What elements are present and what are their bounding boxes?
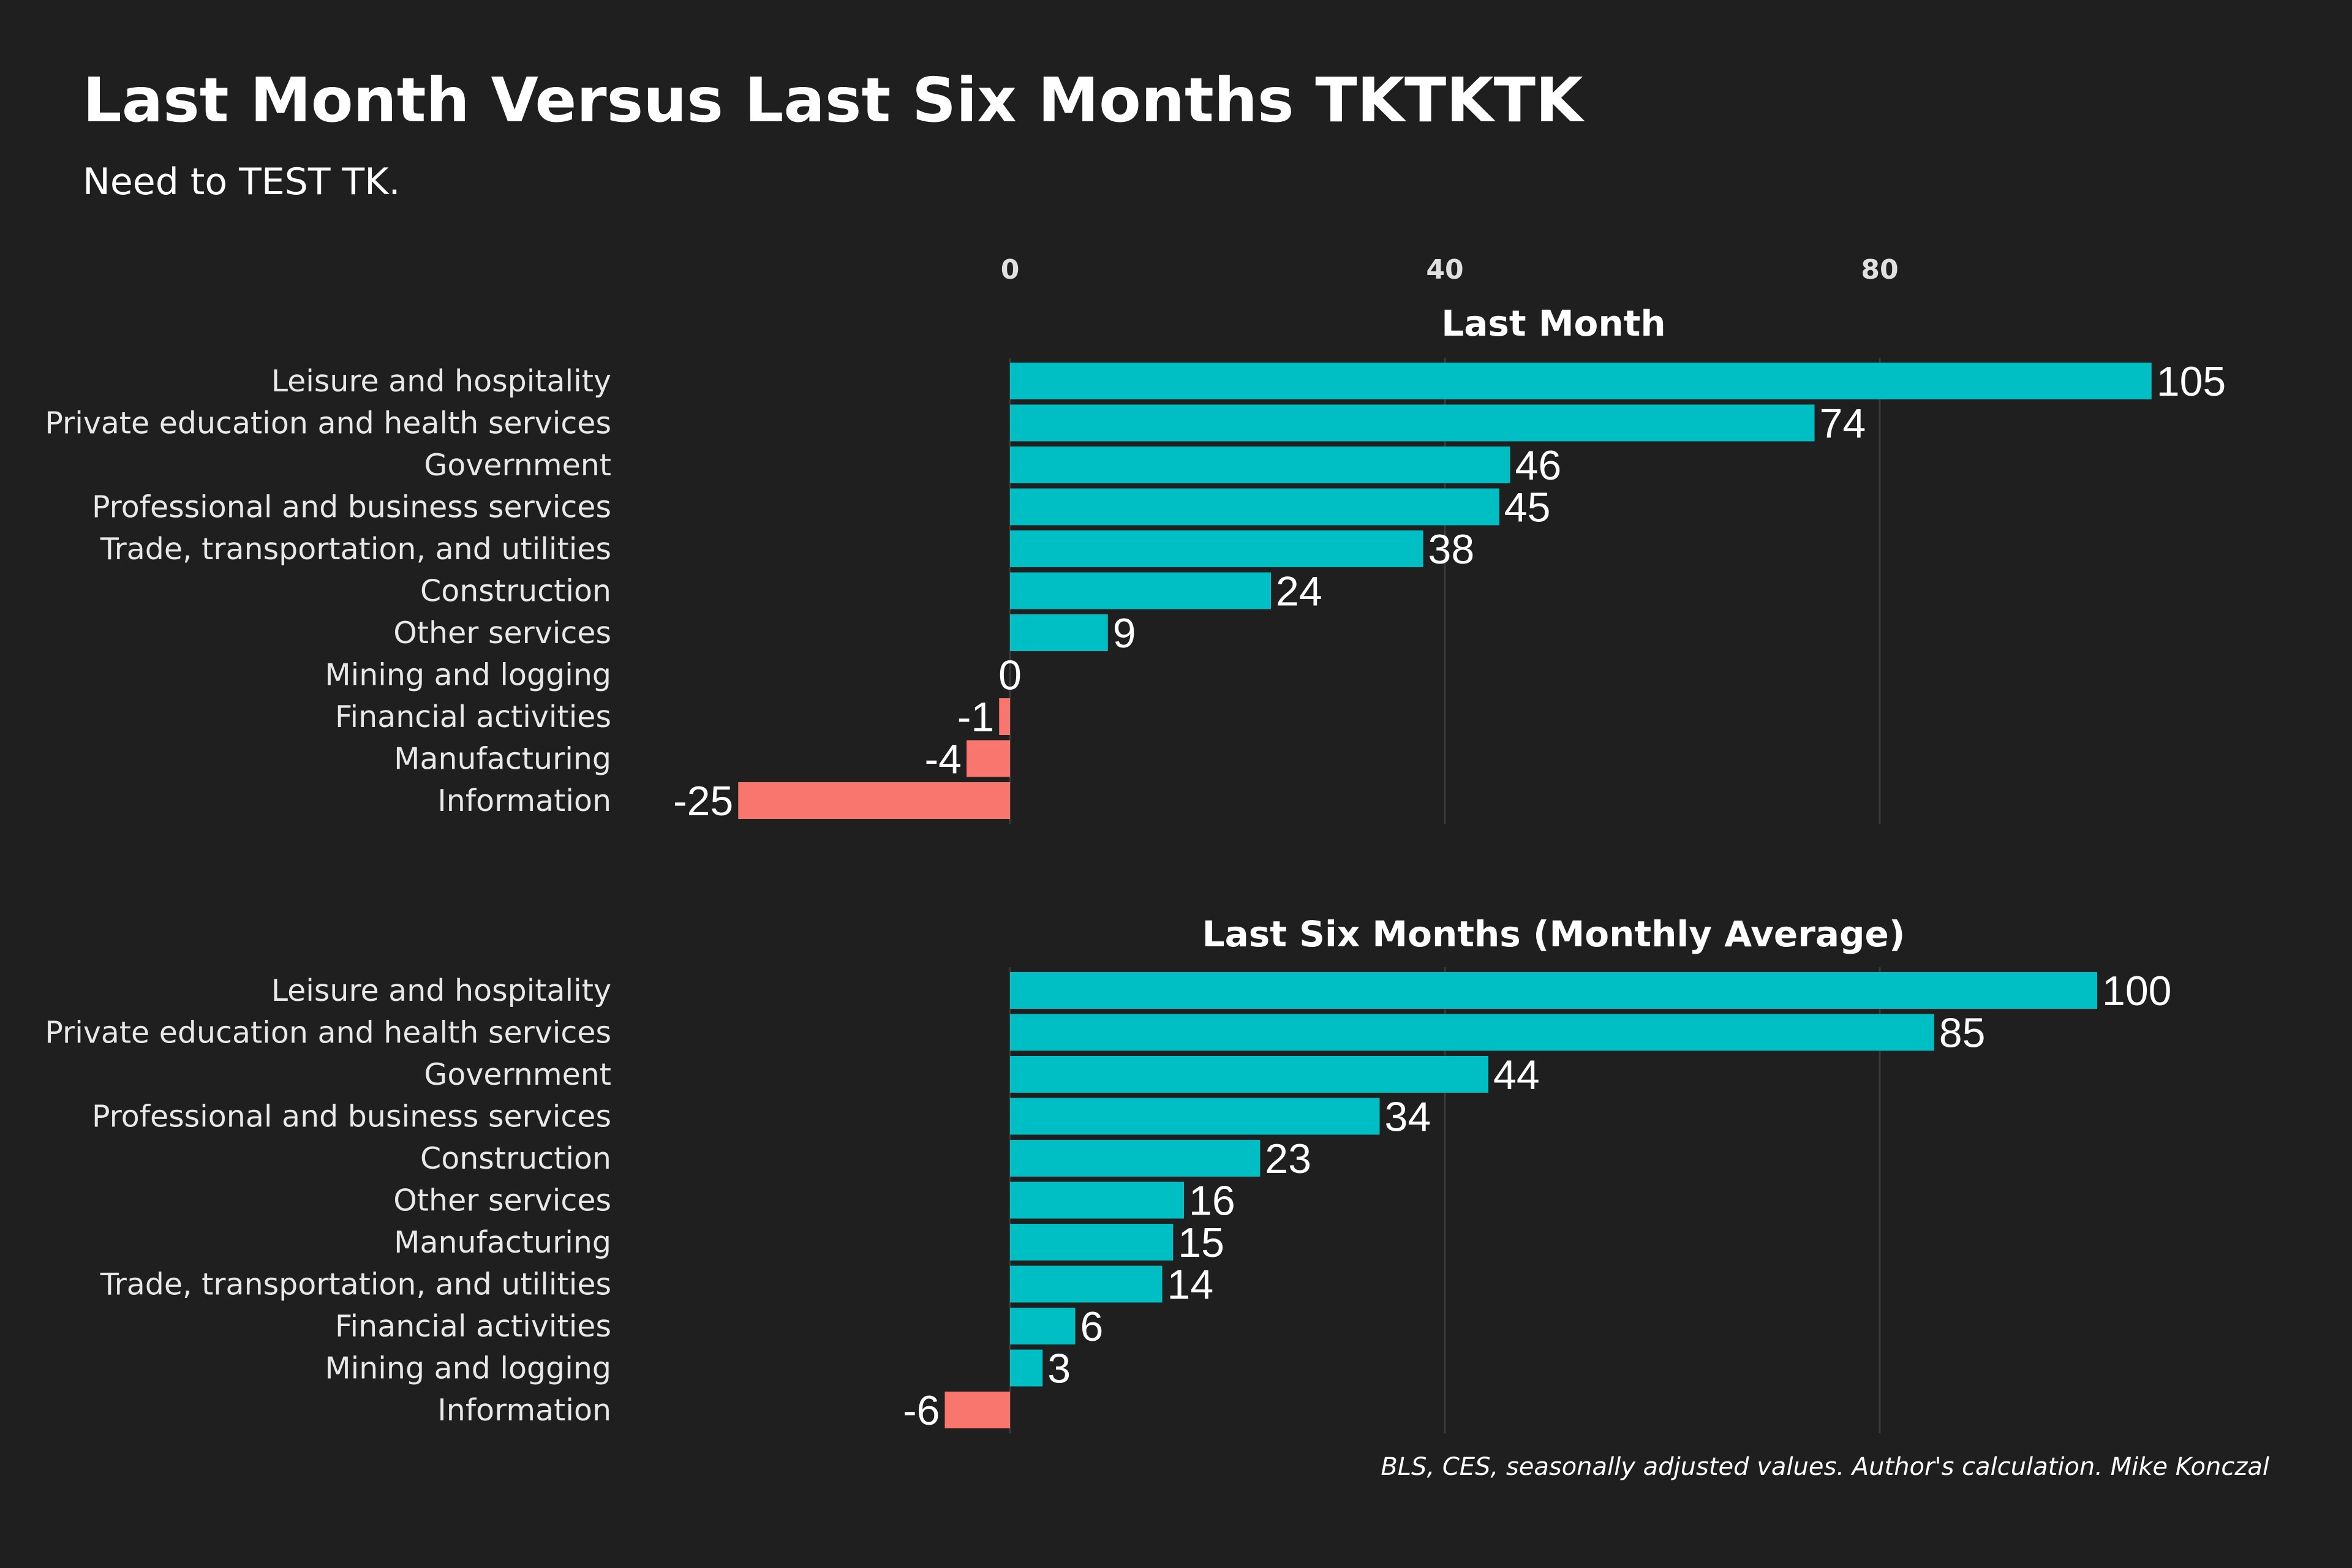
data-label: 9 bbox=[1113, 610, 1136, 657]
bar bbox=[1010, 1140, 1261, 1177]
category-label: Information bbox=[437, 783, 611, 818]
category-label: Manufacturing bbox=[394, 742, 611, 777]
category-label: Mining and logging bbox=[325, 658, 611, 693]
category-label: Private education and health services bbox=[45, 1016, 611, 1050]
x-tick-label: 80 bbox=[1861, 254, 1898, 285]
category-label: Trade, transportation, and utilities bbox=[100, 532, 611, 567]
bar bbox=[1010, 1265, 1163, 1303]
data-label: 34 bbox=[1385, 1094, 1431, 1140]
bar bbox=[1010, 1098, 1380, 1135]
data-label: 3 bbox=[1047, 1346, 1071, 1392]
data-label: 38 bbox=[1428, 526, 1475, 573]
data-label: 0 bbox=[998, 652, 1022, 699]
bar bbox=[1010, 1349, 1043, 1387]
chart-subtitle: Need to TEST TK. bbox=[83, 160, 401, 203]
category-label: Financial activities bbox=[335, 1309, 611, 1344]
category-label: Manufacturing bbox=[394, 1225, 611, 1260]
category-label: Construction bbox=[420, 574, 611, 609]
bar bbox=[1010, 1056, 1488, 1093]
bar bbox=[999, 698, 1010, 735]
bar bbox=[1010, 363, 2152, 399]
bar bbox=[738, 782, 1010, 819]
category-label: Professional and business services bbox=[92, 490, 611, 525]
bar bbox=[967, 740, 1010, 777]
category-label: Other services bbox=[393, 1183, 611, 1218]
bar bbox=[1010, 614, 1108, 651]
data-label: 44 bbox=[1493, 1052, 1540, 1098]
category-label: Leisure and hospitality bbox=[271, 364, 611, 399]
chart-title: Last Month Versus Last Six Months TKTKTK bbox=[83, 64, 1583, 136]
category-label: Construction bbox=[420, 1141, 611, 1176]
data-label: -25 bbox=[673, 778, 733, 824]
data-label: 23 bbox=[1265, 1136, 1311, 1182]
bar bbox=[944, 1392, 1010, 1428]
bar bbox=[1010, 972, 2097, 1009]
data-label: 14 bbox=[1167, 1262, 1214, 1308]
bar bbox=[1010, 1014, 1934, 1051]
data-label: -1 bbox=[957, 694, 994, 741]
category-label: Leisure and hospitality bbox=[271, 973, 611, 1008]
category-label: Other services bbox=[393, 616, 611, 650]
data-label: 105 bbox=[2157, 358, 2226, 405]
bar bbox=[1010, 447, 1510, 483]
bar bbox=[1010, 572, 1271, 609]
bar bbox=[1010, 404, 1815, 442]
bar bbox=[1010, 530, 1423, 567]
data-label: -4 bbox=[925, 736, 962, 783]
category-label: Professional and business services bbox=[92, 1099, 611, 1134]
panel-title: Last Month bbox=[1441, 303, 1665, 344]
category-label: Private education and health services bbox=[45, 406, 611, 441]
data-label: 100 bbox=[2102, 968, 2171, 1014]
category-label: Information bbox=[437, 1393, 611, 1428]
data-label: 16 bbox=[1189, 1178, 1235, 1224]
category-label: Government bbox=[424, 448, 611, 483]
category-label: Government bbox=[424, 1057, 611, 1092]
panel-title: Last Six Months (Monthly Average) bbox=[1202, 913, 1905, 955]
data-label: 15 bbox=[1178, 1219, 1224, 1266]
data-label: 45 bbox=[1504, 484, 1551, 531]
bar bbox=[1010, 1224, 1174, 1261]
bar bbox=[1010, 1182, 1184, 1219]
bar bbox=[1010, 1308, 1076, 1344]
data-label: 85 bbox=[1939, 1010, 1986, 1057]
x-tick-label: 40 bbox=[1426, 254, 1463, 285]
category-label: Mining and logging bbox=[325, 1351, 611, 1386]
data-label: 46 bbox=[1515, 442, 1562, 489]
data-label: 74 bbox=[1820, 401, 1866, 447]
bar bbox=[1010, 488, 1499, 526]
data-label: 24 bbox=[1276, 568, 1322, 615]
data-label: -6 bbox=[903, 1387, 940, 1434]
source-caption: BLS, CES, seasonally adjusted values. Au… bbox=[1381, 1453, 2269, 1481]
category-label: Financial activities bbox=[335, 699, 611, 734]
category-label: Trade, transportation, and utilities bbox=[100, 1267, 611, 1302]
x-tick-label: 0 bbox=[1001, 254, 1020, 285]
data-label: 6 bbox=[1080, 1303, 1104, 1350]
